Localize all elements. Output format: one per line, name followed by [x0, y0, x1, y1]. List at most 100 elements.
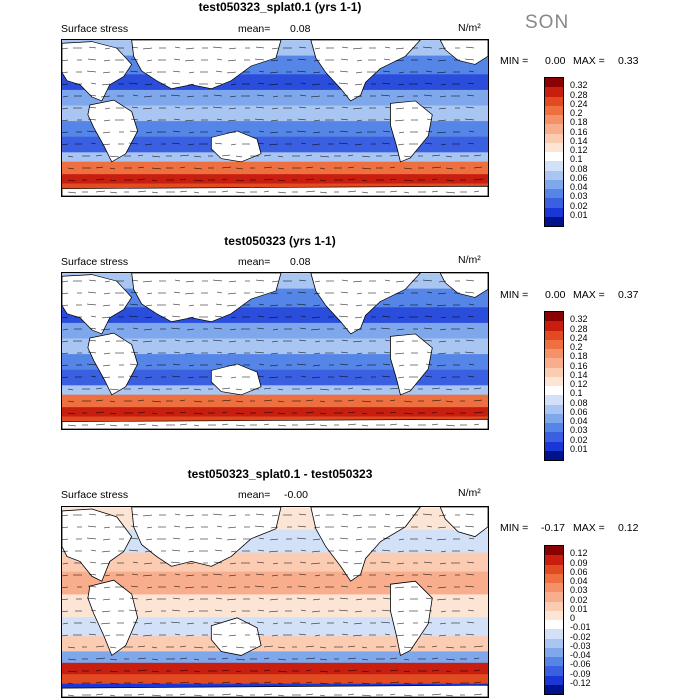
- mean-label: mean=: [238, 23, 271, 35]
- colorbar-level-label: 0.02: [570, 434, 588, 445]
- colorbar-swatch: [545, 133, 563, 143]
- map-1: [61, 39, 489, 197]
- panel-title: test050323_splat0.1 - test050323: [187, 467, 373, 481]
- colorbar-level-label: 0.16: [570, 360, 588, 371]
- colorbar-swatch: [545, 339, 563, 349]
- panel-title: test050323 (yrs 1-1): [224, 234, 336, 248]
- colorbar-swatch: [545, 170, 563, 180]
- colorbar-level-label: 0.03: [570, 191, 588, 202]
- colorbar-level-label: 0.2: [570, 108, 583, 118]
- mean-value: 0.08: [290, 256, 311, 268]
- colorbar-swatch: [545, 189, 563, 199]
- colorbar-level-label: 0.06: [570, 406, 588, 417]
- colorbar-level-label: 0.09: [570, 557, 588, 568]
- max-label: MAX =: [573, 522, 605, 534]
- mean-value: -0.00: [284, 489, 308, 501]
- colorbar-level-label: -0.12: [570, 677, 591, 688]
- colorbar-level-label: 0.02: [570, 594, 588, 605]
- map-3: [61, 506, 489, 698]
- colorbar-level-label: -0.01: [570, 622, 591, 633]
- colorbar-swatch: [545, 96, 563, 106]
- colorbar-swatch: [545, 78, 563, 88]
- colorbar-level-label: 0.12: [570, 379, 588, 389]
- colorbar-swatch: [545, 386, 563, 396]
- colorbar-swatch: [545, 675, 563, 685]
- colorbar-level-label: -0.09: [570, 668, 591, 679]
- colorbar-swatch: [545, 413, 563, 423]
- colorbar-level-label: 0.32: [570, 314, 588, 325]
- max-value: 0.33: [618, 55, 639, 67]
- season-label: SON: [525, 12, 570, 33]
- colorbar-level-label: 0.16: [570, 126, 588, 137]
- colorbar-swatch: [545, 376, 563, 386]
- colorbar-swatch: [545, 161, 563, 171]
- colorbar-level-label: 0.04: [570, 576, 588, 586]
- min-value: -0.17: [541, 522, 565, 534]
- colorbar-level-label: 0.24: [570, 98, 588, 109]
- colorbar-swatch: [545, 216, 563, 226]
- colorbar-swatch: [545, 87, 563, 97]
- colorbar-swatch: [545, 666, 563, 676]
- colorbar-level-label: 0.01: [570, 443, 588, 454]
- colorbar-level-label: 0.14: [570, 369, 588, 380]
- colorbar-level-label: -0.02: [570, 631, 591, 642]
- colorbar-swatch: [545, 684, 563, 694]
- colorbar-swatch: [545, 423, 563, 433]
- colorbar-swatch: [545, 555, 563, 565]
- colorbar-level-label: 0.12: [570, 145, 588, 155]
- mean-value: 0.08: [290, 23, 311, 35]
- colorbar-swatch: [545, 404, 563, 414]
- colorbar-swatch: [545, 432, 563, 442]
- min-value: 0.00: [545, 55, 566, 67]
- colorbar-level-label: -0.06: [570, 659, 591, 670]
- colorbar-level-label: 0.04: [570, 416, 588, 426]
- colorbar-2: [544, 311, 564, 461]
- colorbar-level-label: 0.04: [570, 182, 588, 192]
- colorbar-swatch: [545, 629, 563, 639]
- max-label: MAX =: [573, 55, 605, 67]
- colorbar-3: [544, 545, 564, 695]
- colorbar-swatch: [545, 546, 563, 556]
- colorbar-1: [544, 77, 564, 227]
- colorbar-level-label: 0.14: [570, 135, 588, 146]
- colorbar-level-label: 0.12: [570, 548, 588, 559]
- colorbar-level-label: 0.02: [570, 200, 588, 211]
- colorbar-swatch: [545, 657, 563, 667]
- colorbar-level-label: 0.18: [570, 117, 588, 128]
- min-label: MIN =: [500, 522, 529, 534]
- colorbar-level-label: 0.18: [570, 351, 588, 362]
- colorbar-swatch: [545, 115, 563, 125]
- colorbar-swatch: [545, 105, 563, 115]
- mean-label: mean=: [238, 489, 271, 501]
- colorbar-level-label: 0.24: [570, 332, 588, 343]
- units-label: N/m²: [458, 487, 481, 499]
- units-label: N/m²: [458, 254, 481, 266]
- colorbar-swatch: [545, 367, 563, 377]
- max-label: MAX =: [573, 289, 605, 301]
- colorbar-level-label: 0.03: [570, 585, 588, 596]
- colorbar-level-label: 0.01: [570, 209, 588, 220]
- colorbar-swatch: [545, 358, 563, 368]
- min-label: MIN =: [500, 55, 529, 67]
- map-2: [61, 272, 489, 430]
- colorbar-swatch: [545, 124, 563, 134]
- max-value: 0.37: [618, 289, 639, 301]
- colorbar-level-label: 0.1: [570, 388, 583, 399]
- colorbar-level-label: -0.03: [570, 640, 591, 651]
- colorbar-level-label: -0.04: [570, 650, 591, 660]
- colorbar-level-label: 0.08: [570, 163, 588, 174]
- colorbar-level-label: 0: [570, 613, 576, 623]
- colorbar-swatch: [545, 312, 563, 322]
- colorbar-level-label: 0.06: [570, 172, 588, 183]
- colorbar-swatch: [545, 573, 563, 583]
- field-label: Surface stress: [61, 256, 129, 268]
- colorbar-level-label: 0.32: [570, 80, 588, 91]
- colorbar-swatch: [545, 152, 563, 162]
- colorbar-swatch: [545, 583, 563, 593]
- colorbar-level-label: 0.03: [570, 425, 588, 436]
- min-label: MIN =: [500, 289, 529, 301]
- colorbar-level-label: 0.28: [570, 89, 588, 100]
- colorbar-swatch: [545, 610, 563, 620]
- min-value: 0.00: [545, 289, 566, 301]
- colorbar-swatch: [545, 207, 563, 217]
